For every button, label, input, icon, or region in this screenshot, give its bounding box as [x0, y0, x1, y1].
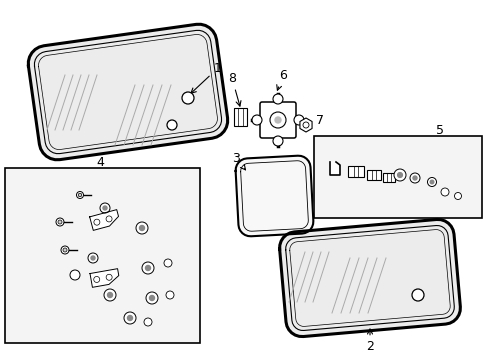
Circle shape: [56, 218, 64, 226]
Text: 2: 2: [366, 329, 373, 354]
Circle shape: [61, 246, 69, 254]
Circle shape: [127, 315, 132, 320]
Circle shape: [103, 206, 107, 210]
Bar: [313, 136, 481, 218]
Text: 7: 7: [315, 113, 324, 126]
Polygon shape: [28, 24, 227, 160]
Circle shape: [136, 222, 148, 234]
Text: 5: 5: [435, 123, 443, 136]
Circle shape: [76, 192, 83, 198]
Circle shape: [272, 136, 283, 146]
Circle shape: [397, 172, 402, 177]
Circle shape: [412, 176, 416, 180]
Circle shape: [88, 253, 98, 263]
Circle shape: [293, 115, 304, 125]
Circle shape: [145, 266, 150, 270]
Circle shape: [427, 177, 436, 186]
Text: 4: 4: [96, 156, 104, 168]
Circle shape: [272, 94, 283, 104]
Circle shape: [303, 122, 308, 128]
Circle shape: [139, 225, 144, 230]
Circle shape: [149, 296, 154, 301]
Circle shape: [453, 193, 461, 199]
Circle shape: [146, 292, 158, 304]
Bar: [382, 173, 394, 182]
Circle shape: [440, 188, 448, 196]
Bar: [234, 108, 246, 126]
Bar: [347, 166, 363, 177]
Circle shape: [393, 169, 405, 181]
Circle shape: [409, 173, 419, 183]
Circle shape: [100, 203, 110, 213]
Circle shape: [142, 262, 154, 274]
Polygon shape: [235, 156, 313, 236]
Circle shape: [251, 115, 262, 125]
Circle shape: [143, 318, 152, 326]
Circle shape: [78, 193, 81, 197]
Circle shape: [106, 216, 112, 222]
Circle shape: [274, 117, 281, 123]
Circle shape: [182, 92, 194, 104]
Circle shape: [106, 274, 112, 280]
Circle shape: [58, 220, 62, 224]
Circle shape: [94, 219, 100, 225]
Polygon shape: [90, 269, 119, 287]
Circle shape: [107, 292, 112, 297]
Circle shape: [124, 312, 136, 324]
Text: 3: 3: [232, 152, 245, 170]
Bar: [366, 170, 380, 180]
Text: 1: 1: [190, 62, 222, 93]
Circle shape: [163, 259, 172, 267]
Text: 8: 8: [227, 72, 241, 106]
Circle shape: [104, 289, 116, 301]
Bar: [5, 168, 200, 343]
Circle shape: [91, 256, 95, 260]
Circle shape: [94, 276, 100, 283]
Text: 6: 6: [276, 68, 286, 90]
Circle shape: [429, 180, 433, 184]
Circle shape: [269, 112, 285, 128]
Polygon shape: [279, 220, 459, 337]
Polygon shape: [329, 162, 339, 175]
Circle shape: [411, 289, 423, 301]
Circle shape: [70, 270, 80, 280]
Circle shape: [167, 120, 177, 130]
Circle shape: [63, 248, 67, 252]
Polygon shape: [89, 210, 118, 230]
Circle shape: [165, 291, 174, 299]
FancyBboxPatch shape: [260, 102, 295, 138]
